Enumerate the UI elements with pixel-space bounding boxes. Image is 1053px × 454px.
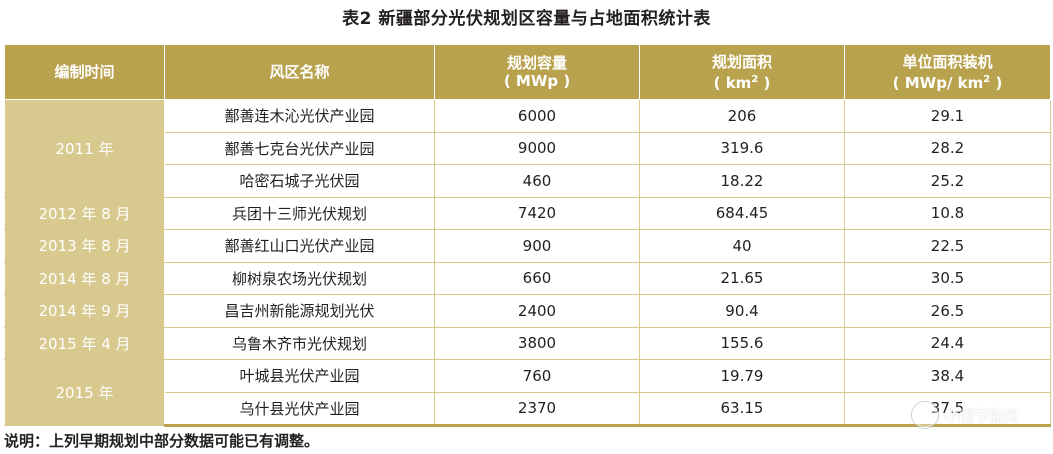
density-cell: 10.8 [844, 196, 1051, 230]
density-cell: 29.1 [844, 99, 1051, 133]
footnote: 说明：上列早期规划中部分数据可能已有调整。 [4, 432, 320, 450]
header-area-sup: 2 [751, 73, 759, 85]
date-cell: 2011 年 [4, 99, 165, 198]
capacity-cell: 2400 [434, 294, 640, 328]
header-capacity: 规划容量 ( MWp ) [434, 44, 640, 100]
table-row: 2014 年 8 月 柳树泉农场光伏规划 660 21.65 30.5 [4, 261, 1051, 295]
area-cell: 206 [639, 99, 845, 133]
header-area-line2: ( km2 ) [641, 71, 844, 92]
density-cell: 24.4 [844, 326, 1051, 360]
capacity-cell: 760 [434, 359, 640, 393]
table-row: 鄯善七克台光伏产业园 9000 319.6 28.2 [5, 131, 1051, 165]
name-cell: 乌鲁木齐市光伏规划 [164, 326, 435, 360]
date-cell: 2015 年 [4, 359, 165, 426]
table-row: 2015 年 叶城县光伏产业园 760 19.79 38.4 [4, 359, 1051, 426]
area-cell: 319.6 [639, 131, 845, 165]
density-cell: 26.5 [844, 294, 1051, 328]
area-cell: 90.4 [639, 294, 845, 328]
capacity-cell: 460 [434, 164, 640, 198]
table-row: 2011 年 鄯善连木沁光伏产业园 6000 206 29.1 [4, 99, 1051, 198]
header-name: 风区名称 [164, 44, 435, 100]
header-area-unit: ( km [713, 73, 752, 92]
capacity-cell: 2370 [434, 391, 640, 427]
date-cell: 2014 年 9 月 [4, 294, 165, 328]
header-date: 编制时间 [4, 44, 165, 100]
area-cell: 40 [639, 229, 845, 263]
watermark-text: 中国节能网 [944, 406, 1020, 425]
capacity-cell: 660 [434, 261, 640, 295]
header-area: 规划面积 ( km2 ) [639, 44, 845, 100]
capacity-cell: 9000 [434, 131, 640, 165]
area-cell: 21.65 [639, 261, 845, 295]
header-density: 单位面积装机 ( MWp/ km2 ) [844, 44, 1051, 100]
density-cell: 37.5 [844, 391, 1051, 427]
header-row: 编制时间 风区名称 规划容量 ( MWp ) 规划面积 ( km2 ) 单位面积… [4, 44, 1051, 100]
name-cell: 乌什县光伏产业园 [164, 391, 435, 427]
header-density-close: ) [990, 73, 1003, 92]
capacity-cell: 3800 [434, 326, 640, 360]
header-density-line2: ( MWp/ km2 ) [846, 71, 1050, 92]
area-cell: 155.6 [639, 326, 845, 360]
table-row: 哈密石城子光伏园 460 18.22 25.2 [5, 164, 1051, 198]
watermark: 中国节能网 [912, 402, 1052, 428]
date-cell: 2013 年 8 月 [4, 229, 165, 263]
header-area-close: ) [758, 73, 771, 92]
date-cell: 2014 年 8 月 [4, 261, 165, 295]
header-density-sup: 2 [983, 73, 991, 85]
capacity-cell: 900 [434, 229, 640, 263]
watermark-logo-icon [912, 402, 938, 428]
table-title: 表2 新疆部分光伏规划区容量与占地面积统计表 [342, 9, 711, 29]
name-cell: 叶城县光伏产业园 [164, 359, 435, 393]
date-cell: 2012 年 8 月 [4, 196, 165, 230]
density-cell: 22.5 [844, 229, 1051, 263]
capacity-cell: 6000 [434, 99, 640, 133]
name-cell: 柳树泉农场光伏规划 [164, 261, 435, 295]
area-cell: 19.79 [639, 359, 845, 393]
table-row: 2015 年 4 月 乌鲁木齐市光伏规划 3800 155.6 24.4 [4, 326, 1051, 360]
name-cell: 鄯善七克台光伏产业园 [164, 131, 435, 165]
name-cell: 鄯善连木沁光伏产业园 [164, 99, 435, 133]
name-cell: 昌吉州新能源规划光伏 [164, 294, 435, 328]
capacity-table: 编制时间 风区名称 规划容量 ( MWp ) 规划面积 ( km2 ) 单位面积… [4, 44, 1051, 427]
header-capacity-line1: 规划容量 [506, 54, 567, 72]
name-cell: 鄯善红山口光伏产业园 [164, 229, 435, 263]
name-cell: 哈密石城子光伏园 [164, 164, 435, 198]
table-row: 2013 年 8 月 鄯善红山口光伏产业园 900 40 22.5 [4, 229, 1051, 263]
header-density-unit: ( MWp/ km [892, 73, 984, 92]
name-cell: 兵团十三师光伏规划 [164, 196, 435, 230]
area-cell: 684.45 [639, 196, 845, 230]
table-row: 2014 年 9 月 昌吉州新能源规划光伏 2400 90.4 26.5 [4, 294, 1051, 328]
capacity-cell: 7420 [434, 196, 640, 230]
density-cell: 38.4 [844, 359, 1051, 393]
date-cell: 2015 年 4 月 [4, 326, 165, 360]
table-row: 乌什县光伏产业园 2370 63.15 37.5 [5, 391, 1051, 427]
header-capacity-line2: ( MWp ) [503, 72, 571, 90]
table-row: 2012 年 8 月 兵团十三师光伏规划 7420 684.45 10.8 [4, 196, 1051, 230]
header-area-line1: 规划面积 [711, 52, 772, 71]
header-density-line1: 单位面积装机 [902, 52, 993, 71]
area-cell: 18.22 [639, 164, 845, 198]
density-cell: 25.2 [844, 164, 1051, 198]
area-cell: 63.15 [639, 391, 845, 427]
density-cell: 30.5 [844, 261, 1051, 295]
density-cell: 28.2 [844, 131, 1051, 165]
